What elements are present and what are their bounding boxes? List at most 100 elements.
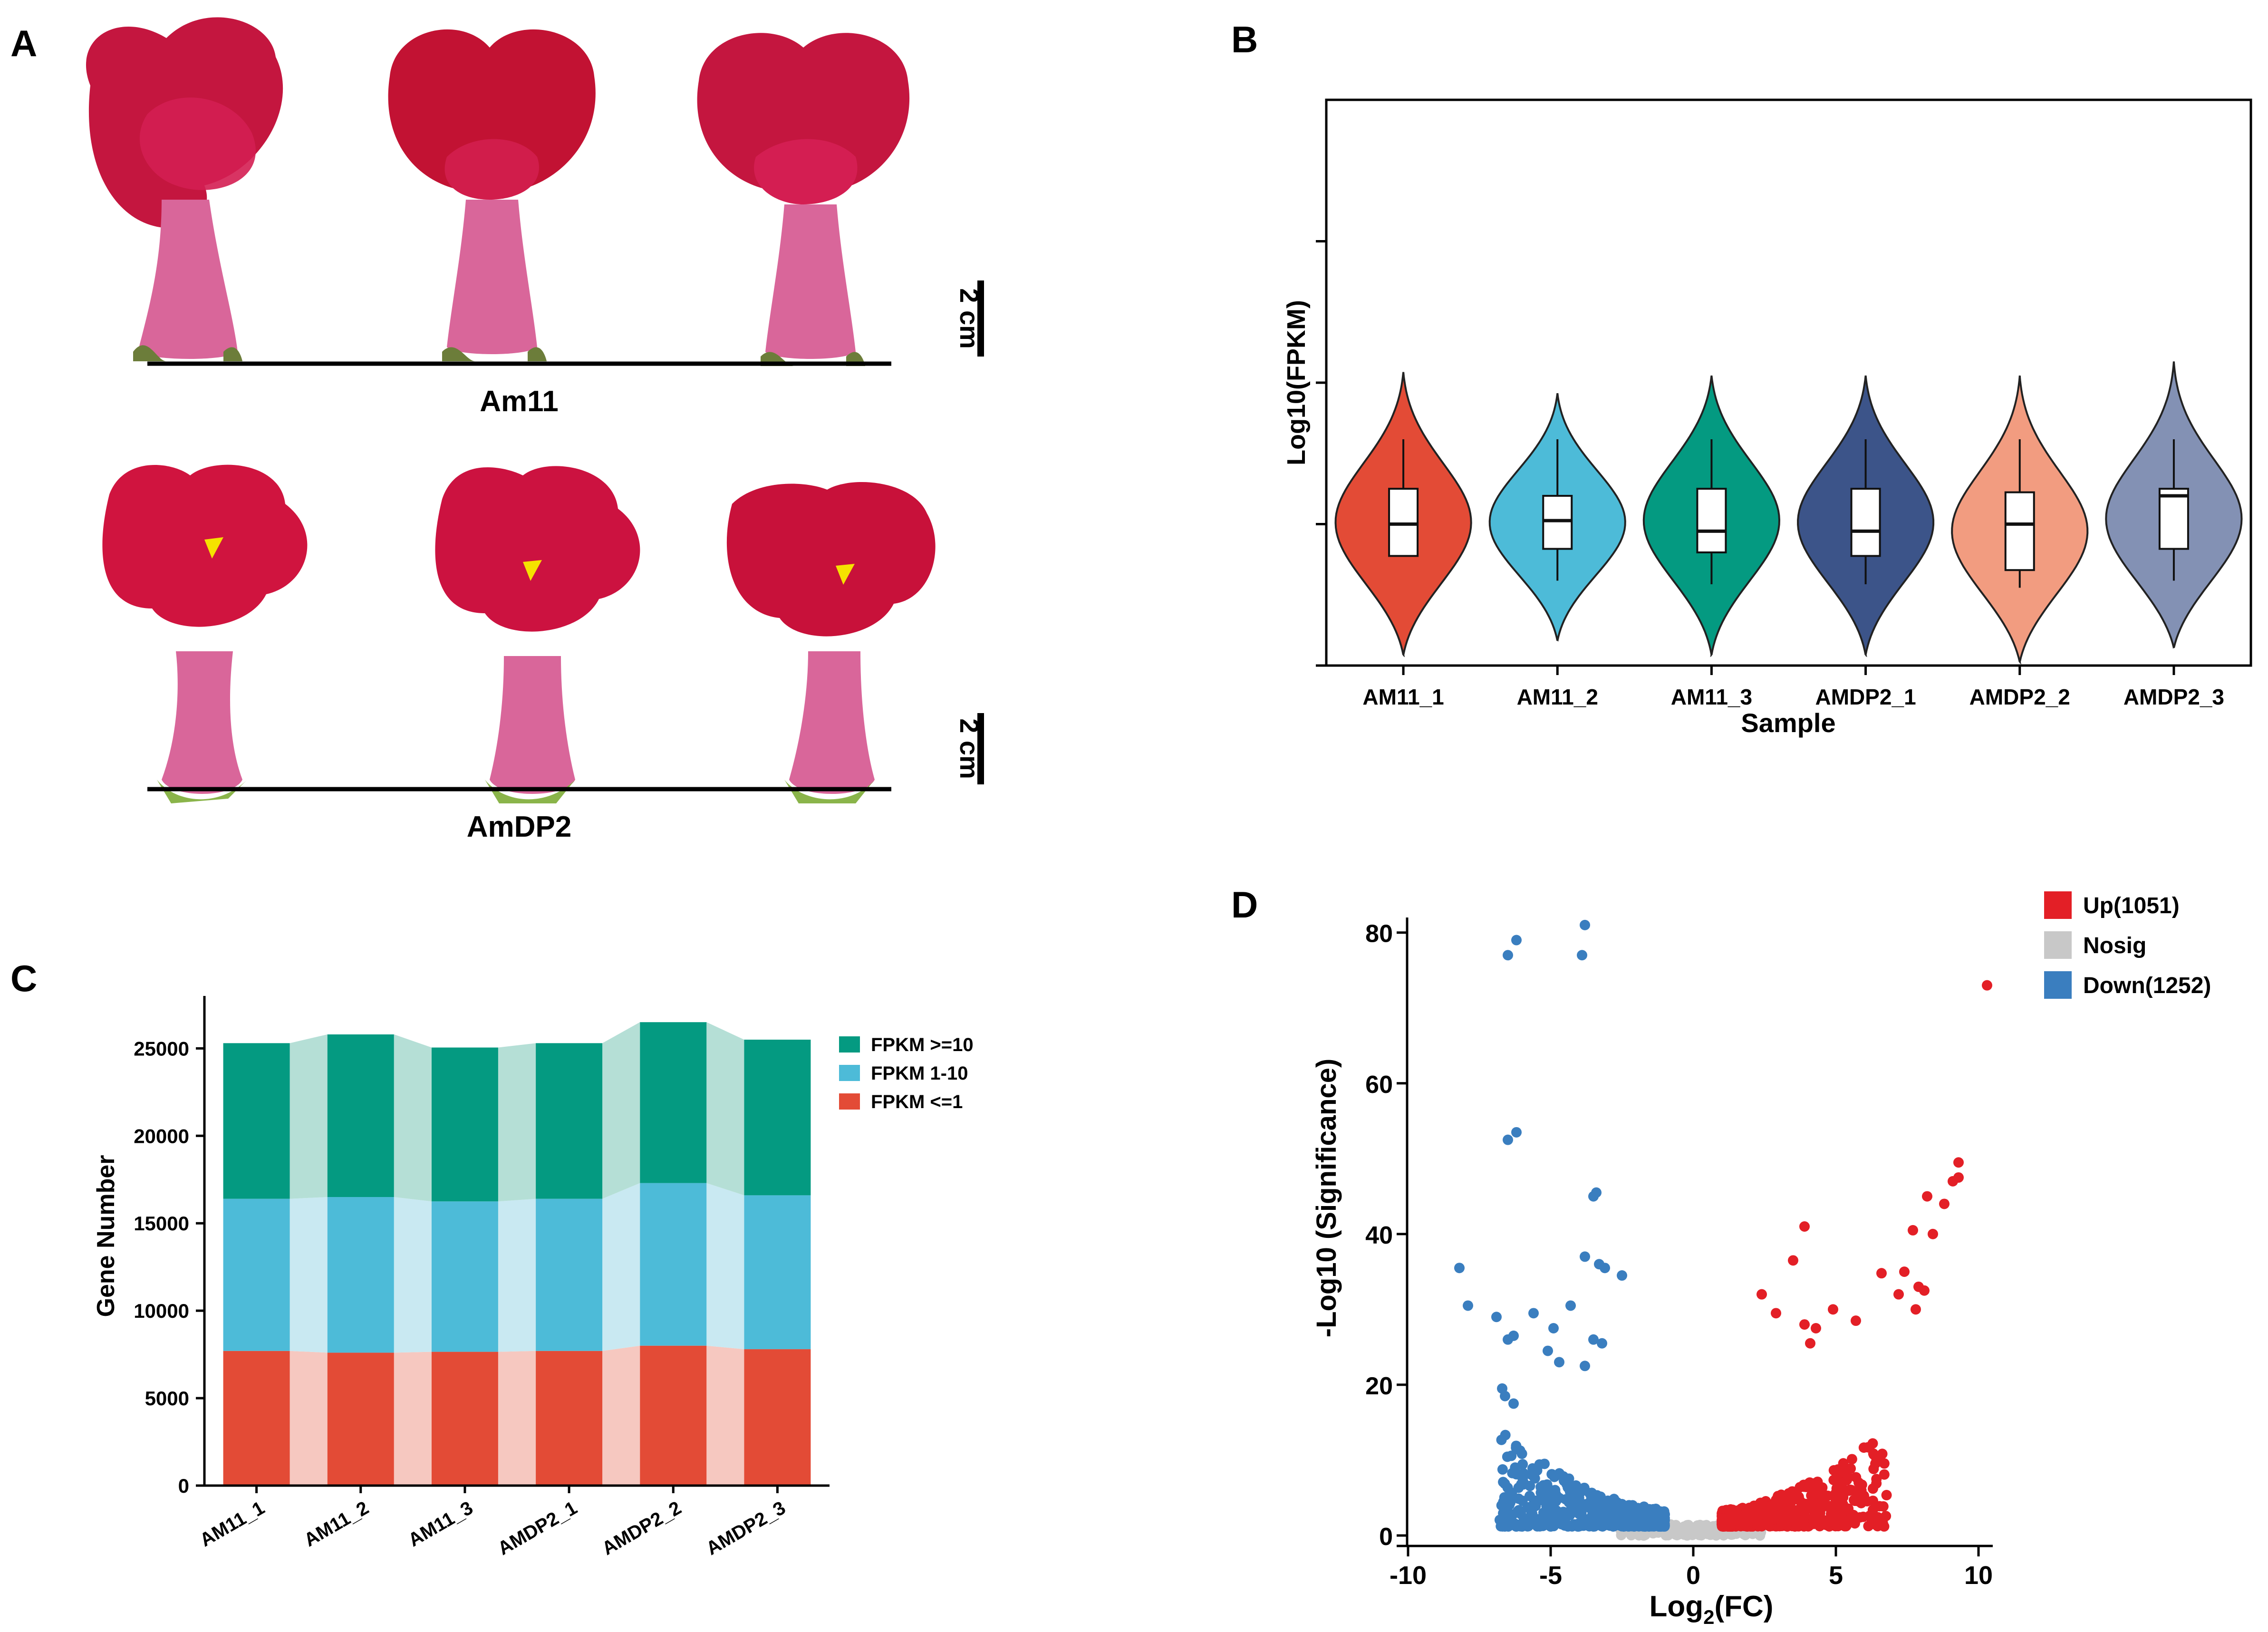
volcano-point-down bbox=[1505, 1494, 1515, 1505]
volcano-point-up bbox=[1817, 1482, 1828, 1493]
volcano-legend-label: Nosig bbox=[2083, 933, 2146, 958]
volcano-point-nosig bbox=[1697, 1527, 1708, 1538]
volcano-point-down bbox=[1497, 1464, 1508, 1475]
volcano-point-up bbox=[1776, 1521, 1787, 1532]
volcano-point-up bbox=[1851, 1315, 1861, 1326]
stacked-bar-y-tick-label: 0 bbox=[178, 1475, 189, 1497]
volcano-y-tick-label: 80 bbox=[1365, 920, 1393, 948]
volcano-point-up bbox=[1908, 1225, 1918, 1236]
volcano-point-down bbox=[1548, 1323, 1559, 1334]
volcano-point-down bbox=[1501, 1508, 1512, 1519]
stacked-bar-segment bbox=[327, 1034, 394, 1197]
volcano-point-down bbox=[1513, 1482, 1524, 1493]
volcano-point-up bbox=[1805, 1338, 1815, 1349]
stacked-bar-legend-label: FPKM <=1 bbox=[871, 1091, 963, 1112]
stacked-bar-y-tick-label: 20000 bbox=[134, 1125, 189, 1147]
violin-box bbox=[1696, 488, 1727, 553]
volcano-point-up bbox=[1725, 1519, 1736, 1530]
volcano-point-up bbox=[1879, 1469, 1890, 1480]
volcano-point-down bbox=[1563, 1482, 1573, 1493]
stacked-bar-segment bbox=[223, 1198, 290, 1351]
stacked-bar-y-tick-label: 10000 bbox=[134, 1300, 189, 1322]
stacked-bar-legend-swatch bbox=[839, 1036, 860, 1053]
volcano-point-down bbox=[1503, 950, 1513, 961]
volcano-point-up bbox=[1775, 1499, 1786, 1510]
violin-box bbox=[1388, 488, 1419, 557]
stacked-bar-x-tick-label: AMDP2_3 bbox=[703, 1497, 789, 1559]
volcano-point-up bbox=[1856, 1497, 1867, 1508]
stacked-bar-segment bbox=[536, 1043, 603, 1199]
volcano-point-up bbox=[1939, 1198, 1950, 1209]
stacked-bar-legend-swatch bbox=[839, 1065, 860, 1081]
volcano-point-down bbox=[1609, 1521, 1620, 1532]
am11-group-label: Am11 bbox=[480, 385, 558, 418]
arrow-marker-1 bbox=[204, 537, 223, 559]
flower-amdp2-1 bbox=[102, 464, 308, 803]
stacked-bar-legend-swatch bbox=[839, 1093, 860, 1110]
violin-box bbox=[1542, 495, 1573, 550]
volcano-point-down bbox=[1463, 1300, 1473, 1311]
panel-label-d: D bbox=[1231, 884, 1258, 926]
volcano-point-up bbox=[1870, 1458, 1881, 1469]
volcano-point-up bbox=[1867, 1496, 1878, 1506]
stacked-bar-segment bbox=[640, 1345, 707, 1486]
stacked-bar-band bbox=[706, 1183, 744, 1350]
volcano-point-down bbox=[1562, 1509, 1573, 1520]
volcano-point-up bbox=[1863, 1442, 1873, 1453]
panel-c: C AM11_1 AM11_2 AM11_3 AMDP2_1 AMDP2_2 AMDP2_… bbox=[10, 957, 974, 1559]
violin-x-tick-label: AMDP2_1 bbox=[1815, 685, 1916, 709]
volcano-point-down bbox=[1511, 935, 1522, 946]
volcano-point-down bbox=[1522, 1521, 1533, 1532]
volcano-point-down bbox=[1573, 1492, 1584, 1503]
stacked-bar-segment bbox=[744, 1039, 811, 1196]
volcano-point-up bbox=[1808, 1478, 1819, 1489]
panel-a: A Am11 2 cm bbox=[10, 17, 984, 843]
violin-x-tick-label: AMDP2_3 bbox=[2123, 685, 2224, 709]
volcano-x-tick-label: -5 bbox=[1539, 1561, 1562, 1590]
volcano-point-down bbox=[1644, 1521, 1655, 1532]
volcano-point-up bbox=[1852, 1488, 1863, 1499]
volcano-point-up bbox=[1911, 1304, 1921, 1315]
flower-amdp2-2 bbox=[435, 466, 640, 803]
volcano-point-up bbox=[1811, 1323, 1821, 1334]
volcano-point-up bbox=[1808, 1496, 1819, 1507]
volcano-point-up bbox=[1799, 1319, 1810, 1330]
volcano-point-down bbox=[1537, 1493, 1548, 1504]
volcano-point-down bbox=[1577, 950, 1587, 961]
volcano-point-down bbox=[1508, 1330, 1519, 1341]
violin-x-tick-label: AM11_1 bbox=[1362, 685, 1444, 709]
volcano-point-up bbox=[1845, 1463, 1856, 1474]
stacked-bar-x-tick-label: AMDP2_1 bbox=[494, 1497, 581, 1559]
volcano-point-up bbox=[1799, 1506, 1810, 1517]
volcano-point-up bbox=[1872, 1512, 1883, 1523]
volcano-point-down bbox=[1597, 1338, 1607, 1349]
volcano-point-down bbox=[1499, 1478, 1510, 1489]
volcano-point-down bbox=[1512, 1506, 1523, 1517]
scale-bar-top-label: 2 cm bbox=[955, 288, 984, 349]
stacked-bar-band bbox=[498, 1198, 536, 1352]
stacked-bar-segment bbox=[431, 1201, 498, 1352]
stacked-bar-band bbox=[290, 1197, 328, 1353]
volcano-y-tick-label: 0 bbox=[1379, 1523, 1393, 1551]
volcano-point-down bbox=[1565, 1300, 1576, 1311]
volcano-point-down bbox=[1510, 1462, 1521, 1473]
violin-box bbox=[2158, 488, 2189, 550]
flower-amdp2-3 bbox=[726, 482, 936, 803]
volcano-point-down bbox=[1496, 1434, 1507, 1445]
panel-label-c: C bbox=[10, 957, 37, 999]
stacked-bar-series bbox=[223, 1022, 811, 1486]
volcano-point-down bbox=[1589, 1520, 1600, 1531]
stacked-bar-y-tick-label: 15000 bbox=[134, 1212, 189, 1235]
volcano-point-down bbox=[1454, 1263, 1465, 1274]
volcano-point-down bbox=[1617, 1270, 1627, 1281]
violin-x-tick-labels: AM11_1 AM11_2 AM11_3 AMDP2_1 AMDP2_2 AMDP2_3 bbox=[1362, 685, 2224, 709]
volcano-point-up bbox=[1788, 1255, 1798, 1266]
volcano-point-down bbox=[1526, 1501, 1537, 1512]
stacked-bar-segment bbox=[744, 1195, 811, 1350]
volcano-point-up bbox=[1833, 1507, 1844, 1518]
volcano-point-down bbox=[1502, 1451, 1513, 1462]
volcano-legend-swatch bbox=[2044, 931, 2072, 959]
stacked-bar-band bbox=[290, 1034, 328, 1199]
volcano-point-up bbox=[1820, 1519, 1831, 1530]
volcano-point-nosig bbox=[1755, 1530, 1766, 1541]
